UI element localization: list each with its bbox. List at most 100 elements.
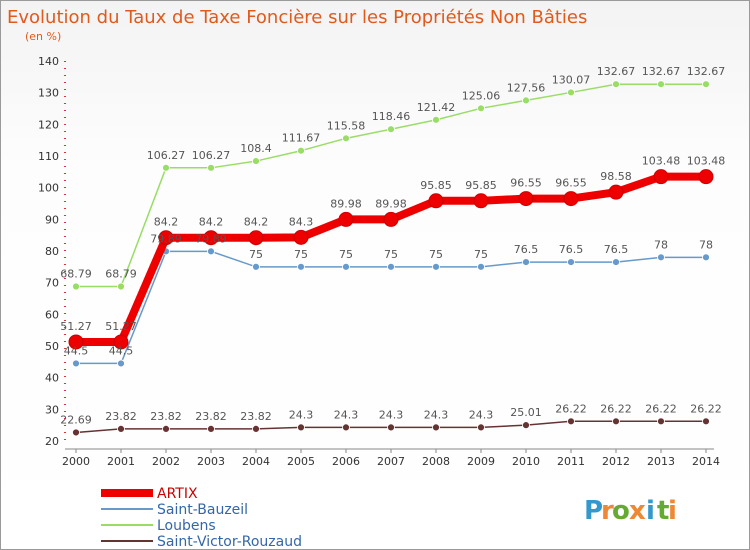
data-label: 24.3 (424, 408, 449, 421)
data-label: 95.85 (420, 179, 452, 192)
data-point (117, 282, 125, 291)
data-point (207, 425, 215, 433)
data-point (387, 125, 395, 134)
data-point (342, 262, 350, 271)
data-point (567, 88, 575, 97)
data-label: 132.67 (687, 65, 726, 78)
data-label: 132.67 (642, 65, 681, 78)
data-label: 125.06 (462, 89, 501, 102)
data-point (657, 80, 665, 89)
data-point (72, 282, 80, 291)
data-label: 127.56 (507, 81, 546, 94)
data-label: 84.2 (199, 216, 224, 229)
data-point (522, 96, 530, 105)
x-tick-label: 2013 (647, 455, 675, 468)
data-label: 26.22 (600, 402, 632, 415)
data-point (117, 359, 125, 368)
y-tick-label: 70 (45, 277, 59, 290)
data-label: 95.85 (465, 179, 497, 192)
data-point (522, 421, 530, 430)
x-tick-label: 2012 (602, 455, 630, 468)
data-label: 106.27 (147, 149, 186, 162)
legend-label: Loubens (157, 518, 216, 534)
data-label: 23.82 (105, 410, 137, 423)
data-label: 75 (429, 248, 443, 261)
data-label: 84.3 (289, 215, 314, 228)
data-label: 84.2 (244, 216, 269, 229)
data-label: 78 (699, 238, 713, 251)
data-point (252, 262, 260, 271)
data-point (698, 169, 714, 185)
data-point (383, 211, 399, 227)
data-point (477, 262, 485, 271)
data-point (612, 80, 620, 89)
data-label: 111.67 (282, 132, 321, 145)
data-label: 44.5 (64, 344, 89, 357)
data-label: 24.3 (334, 408, 359, 421)
data-label: 23.82 (240, 410, 272, 423)
data-point (563, 191, 579, 207)
data-point (162, 425, 170, 433)
data-label: 26.22 (645, 402, 677, 415)
data-label: 130.07 (552, 73, 591, 86)
x-tick-label: 2009 (467, 455, 495, 468)
data-point (432, 262, 440, 271)
logo-letter: P (584, 496, 603, 526)
data-point (68, 334, 84, 350)
y-tick-label: 50 (45, 340, 59, 353)
data-label: 132.67 (597, 65, 636, 78)
data-point (657, 253, 665, 262)
data-label: 98.58 (600, 170, 632, 183)
x-tick-label: 2000 (62, 455, 90, 468)
data-label: 75 (339, 248, 353, 261)
logo-letter: t (657, 496, 669, 526)
logo-letter: i (646, 496, 655, 526)
y-tick-label: 80 (45, 245, 59, 258)
data-point (203, 230, 219, 246)
data-point (248, 230, 264, 246)
data-label: 26.22 (690, 402, 722, 415)
data-label: 115.58 (327, 119, 366, 132)
data-point (252, 157, 260, 165)
data-point (518, 191, 534, 207)
data-label: 24.3 (469, 408, 494, 421)
data-point (72, 359, 80, 368)
data-point (252, 425, 260, 433)
data-point (702, 417, 710, 426)
data-label: 22.69 (60, 413, 92, 426)
data-point (387, 262, 395, 271)
data-label: 79.89 (150, 232, 182, 245)
x-tick-label: 2011 (557, 455, 585, 468)
logo-letter: i (668, 496, 677, 526)
x-tick-label: 2004 (242, 455, 270, 468)
data-label: 76.5 (514, 243, 539, 256)
data-point (207, 247, 215, 256)
data-point (297, 423, 305, 432)
legend: ARTIXSaint-BauzeilLoubensSaint-Victor-Ro… (101, 486, 302, 549)
x-tick-label: 2008 (422, 455, 450, 468)
data-point (567, 417, 575, 426)
data-point (297, 146, 305, 155)
data-label: 96.55 (555, 177, 587, 190)
data-label: 89.98 (375, 197, 407, 210)
data-label: 51.27 (105, 320, 137, 333)
data-point (473, 193, 489, 209)
data-point (477, 423, 485, 432)
y-tick-label: 60 (45, 308, 59, 321)
data-label: 84.2 (154, 216, 179, 229)
chart-subtitle: (en %) (25, 30, 61, 43)
data-label: 76.5 (604, 243, 629, 256)
data-point (297, 262, 305, 271)
data-point (432, 115, 440, 124)
legend-label: ARTIX (157, 486, 198, 502)
y-tick-label: 20 (45, 435, 59, 448)
data-point (293, 229, 309, 245)
data-label: 23.82 (195, 410, 227, 423)
data-label: 96.55 (510, 177, 542, 190)
data-label: 79.89 (195, 232, 227, 245)
series-layer (68, 80, 714, 437)
x-tick-label: 2001 (107, 455, 135, 468)
